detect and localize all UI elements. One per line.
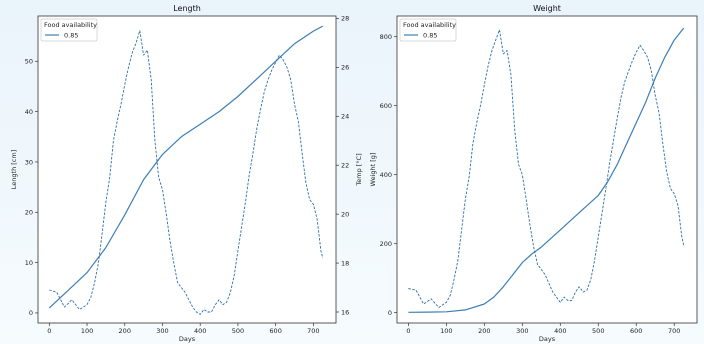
series-line-solid [48, 25, 324, 309]
length-chart: Length 0 100 200 300 400 500 600 700 0 10 20 30 40 50 1… [10, 4, 363, 343]
y-right-axis-label: Temp [°C] [355, 153, 363, 186]
x-axis-label: Days [179, 335, 196, 343]
x-axis-label: Days [539, 335, 556, 343]
y-right-tick-label: 16 [341, 308, 349, 316]
x-tick-label: 200 [478, 327, 490, 335]
x-tick-label: 700 [307, 327, 319, 335]
series-line-solid [408, 27, 685, 313]
x-tick-label: 300 [516, 327, 528, 335]
y-tick-label: 600 [380, 102, 392, 110]
y-axis-label: Length [cm] [10, 150, 18, 189]
x-tick-label: 600 [269, 327, 281, 335]
y-tick-label: 0 [388, 309, 392, 317]
y-right-tick-label: 28 [341, 15, 349, 23]
y-tick-label: 200 [380, 240, 392, 248]
legend-title: Food availability [44, 21, 97, 29]
y-axis-label: Weight [g] [369, 153, 377, 187]
x-tick-label: 200 [119, 327, 131, 335]
legend-entry: 0.85 [423, 31, 437, 39]
chart-title: Weight [533, 4, 561, 13]
chart-title: Length [173, 4, 201, 13]
y-right-tick-label: 18 [341, 259, 349, 267]
y-tick-label: 0 [29, 309, 33, 317]
y-right-tick-label: 24 [341, 113, 349, 121]
y-tick-label: 10 [25, 259, 33, 267]
x-tick-label: 400 [554, 327, 566, 335]
legend-entry: 0.85 [64, 31, 78, 39]
y-tick-label: 50 [25, 58, 33, 66]
x-tick-label: 500 [592, 327, 604, 335]
series-line-dashed [49, 30, 324, 315]
plot-area [396, 15, 698, 324]
weight-chart: Weight 0 100 200 300 400 500 600 700 0 200 400 600 80… [369, 4, 698, 343]
x-tick-label: 100 [440, 327, 452, 335]
y-tick-label: 30 [25, 158, 33, 166]
x-tick-label: 0 [406, 327, 410, 335]
x-tick-label: 100 [81, 327, 93, 335]
series-line-dashed [408, 29, 685, 308]
x-tick-label: 500 [232, 327, 244, 335]
x-tick-label: 600 [630, 327, 642, 335]
y-tick-label: 400 [380, 171, 392, 179]
y-tick-label: 20 [25, 209, 33, 217]
y-right-tick-label: 26 [341, 64, 349, 72]
y-right-tick-label: 20 [341, 210, 349, 218]
x-tick-label: 700 [668, 327, 680, 335]
y-right-tick-label: 22 [341, 162, 349, 170]
y-tick-label: 40 [25, 108, 33, 116]
y-tick-label: 800 [380, 33, 392, 41]
x-tick-label: 300 [156, 327, 168, 335]
legend-title: Food availability [403, 21, 456, 29]
x-tick-label: 0 [47, 327, 51, 335]
x-tick-label: 400 [194, 327, 206, 335]
